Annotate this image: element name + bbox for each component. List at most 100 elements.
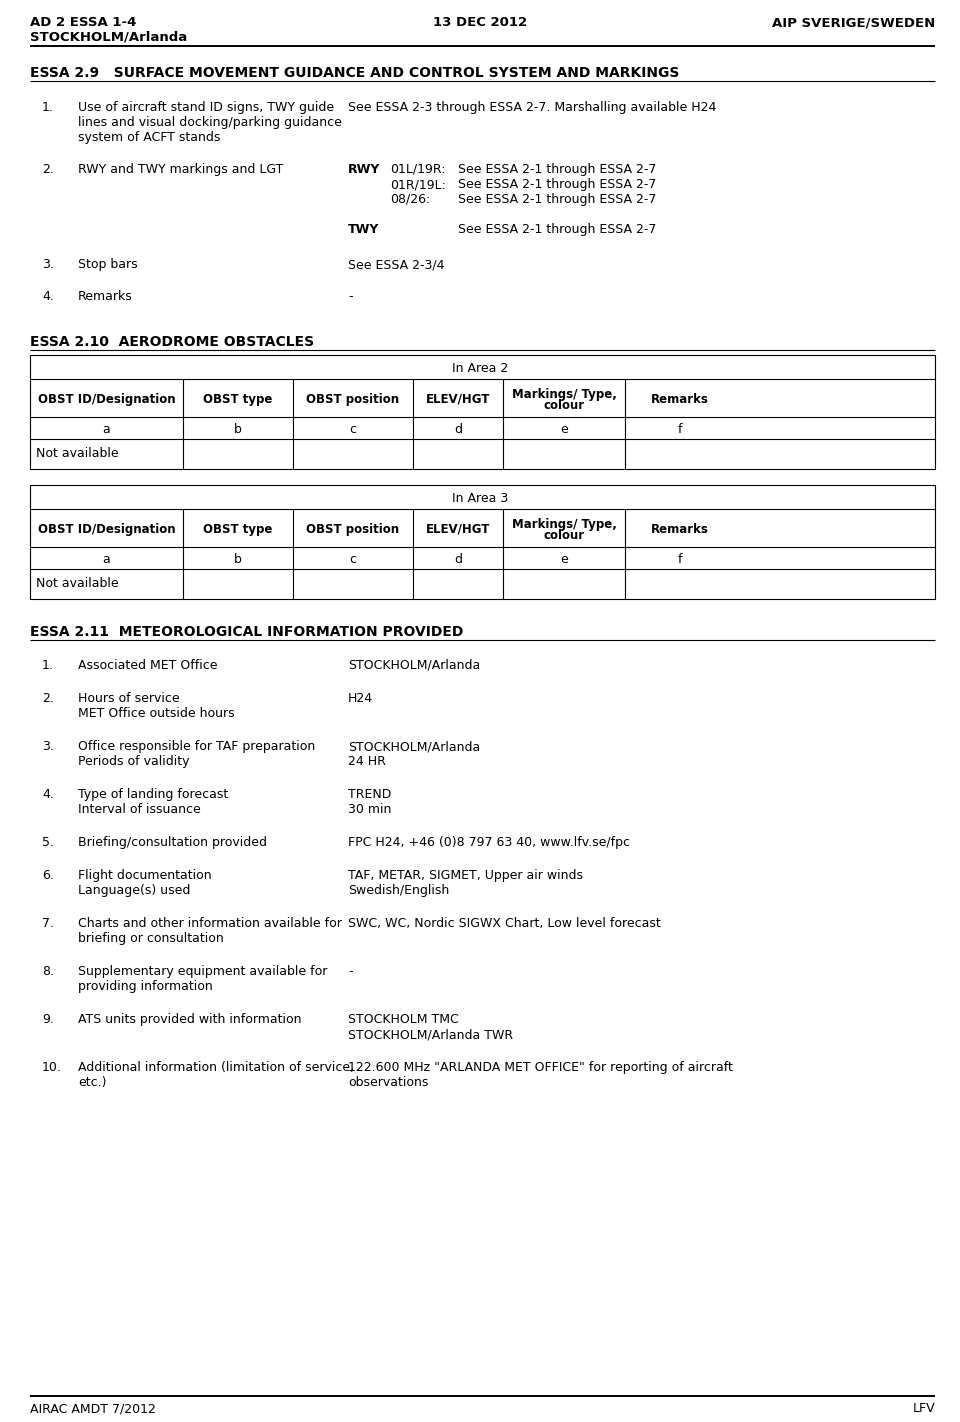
Text: Hours of service: Hours of service [78, 693, 180, 705]
Text: OBST ID/Designation: OBST ID/Designation [37, 392, 176, 407]
Text: 5.: 5. [42, 836, 54, 849]
Text: system of ACFT stands: system of ACFT stands [78, 131, 221, 144]
Text: Charts and other information available for: Charts and other information available f… [78, 917, 342, 930]
Text: f: f [678, 553, 683, 566]
Text: OBST position: OBST position [306, 392, 399, 407]
Text: TAF, METAR, SIGMET, Upper air winds: TAF, METAR, SIGMET, Upper air winds [348, 869, 583, 882]
Text: 24 HR: 24 HR [348, 755, 386, 768]
Text: Type of landing forecast: Type of landing forecast [78, 788, 228, 801]
Text: Stop bars: Stop bars [78, 257, 137, 272]
Text: OBST type: OBST type [204, 392, 273, 407]
Text: Language(s) used: Language(s) used [78, 884, 190, 897]
Text: e: e [560, 553, 568, 566]
Text: -: - [348, 290, 352, 303]
Text: Use of aircraft stand ID signs, TWY guide: Use of aircraft stand ID signs, TWY guid… [78, 101, 334, 114]
Text: 3.: 3. [42, 257, 54, 272]
Text: H24: H24 [348, 693, 373, 705]
Text: 01L/19R:: 01L/19R: [390, 164, 445, 176]
Text: briefing or consultation: briefing or consultation [78, 931, 224, 946]
Text: colour: colour [543, 400, 585, 412]
Text: See ESSA 2-1 through ESSA 2-7: See ESSA 2-1 through ESSA 2-7 [458, 178, 657, 191]
Text: MET Office outside hours: MET Office outside hours [78, 707, 234, 720]
Text: Interval of issuance: Interval of issuance [78, 803, 201, 816]
Text: STOCKHOLM TMC: STOCKHOLM TMC [348, 1012, 459, 1027]
Text: e: e [560, 422, 568, 437]
Text: ELEV/HGT: ELEV/HGT [426, 392, 491, 407]
Text: a: a [103, 422, 110, 437]
Text: -: - [348, 966, 352, 978]
Text: FPC H24, +46 (0)8 797 63 40, www.lfv.se/fpc: FPC H24, +46 (0)8 797 63 40, www.lfv.se/… [348, 836, 630, 849]
Text: 9.: 9. [42, 1012, 54, 1027]
Text: colour: colour [543, 529, 585, 542]
Text: etc.): etc.) [78, 1076, 107, 1089]
Text: d: d [454, 422, 462, 437]
Text: 1.: 1. [42, 658, 54, 673]
Text: TWY: TWY [348, 223, 379, 236]
Text: RWY: RWY [348, 164, 380, 176]
Text: 122.600 MHz "ARLANDA MET OFFICE" for reporting of aircraft: 122.600 MHz "ARLANDA MET OFFICE" for rep… [348, 1061, 732, 1074]
Text: LFV: LFV [912, 1402, 935, 1415]
Text: c: c [349, 553, 356, 566]
Text: Markings/ Type,: Markings/ Type, [512, 388, 616, 401]
Text: ESSA 2.10  AERODROME OBSTACLES: ESSA 2.10 AERODROME OBSTACLES [30, 336, 314, 348]
Text: f: f [678, 422, 683, 437]
Text: See ESSA 2-1 through ESSA 2-7: See ESSA 2-1 through ESSA 2-7 [458, 193, 657, 206]
Text: TREND: TREND [348, 788, 392, 801]
Text: OBST ID/Designation: OBST ID/Designation [37, 523, 176, 536]
Text: See ESSA 2-3 through ESSA 2-7. Marshalling available H24: See ESSA 2-3 through ESSA 2-7. Marshalli… [348, 101, 716, 114]
Text: Flight documentation: Flight documentation [78, 869, 211, 882]
Text: 10.: 10. [42, 1061, 61, 1074]
Text: 7.: 7. [42, 917, 54, 930]
Text: ELEV/HGT: ELEV/HGT [426, 523, 491, 536]
Text: OBST type: OBST type [204, 523, 273, 536]
Text: 4.: 4. [42, 290, 54, 303]
Text: 4.: 4. [42, 788, 54, 801]
Text: 8.: 8. [42, 966, 54, 978]
Text: 30 min: 30 min [348, 803, 392, 816]
Text: See ESSA 2-1 through ESSA 2-7: See ESSA 2-1 through ESSA 2-7 [458, 164, 657, 176]
Text: Not available: Not available [36, 577, 119, 590]
Text: 6.: 6. [42, 869, 54, 882]
Text: See ESSA 2-1 through ESSA 2-7: See ESSA 2-1 through ESSA 2-7 [458, 223, 657, 236]
Text: 01R/19L:: 01R/19L: [390, 178, 445, 191]
Text: lines and visual docking/parking guidance: lines and visual docking/parking guidanc… [78, 117, 342, 129]
Text: 2.: 2. [42, 693, 54, 705]
Text: OBST position: OBST position [306, 523, 399, 536]
Text: c: c [349, 422, 356, 437]
Text: 3.: 3. [42, 739, 54, 754]
Text: STOCKHOLM/Arlanda: STOCKHOLM/Arlanda [348, 739, 480, 754]
Text: Remarks: Remarks [651, 392, 708, 407]
Text: Office responsible for TAF preparation: Office responsible for TAF preparation [78, 739, 315, 754]
Text: STOCKHOLM/Arlanda: STOCKHOLM/Arlanda [348, 658, 480, 673]
Text: Remarks: Remarks [78, 290, 132, 303]
Text: AD 2 ESSA 1-4: AD 2 ESSA 1-4 [30, 16, 136, 28]
Text: RWY and TWY markings and LGT: RWY and TWY markings and LGT [78, 164, 283, 176]
Text: a: a [103, 553, 110, 566]
Text: AIRAC AMDT 7/2012: AIRAC AMDT 7/2012 [30, 1402, 156, 1415]
Text: Remarks: Remarks [651, 523, 708, 536]
Text: b: b [234, 422, 242, 437]
Bar [30, 485, 935, 599]
Text: d: d [454, 553, 462, 566]
Text: ESSA 2.9   SURFACE MOVEMENT GUIDANCE AND CONTROL SYSTEM AND MARKINGS: ESSA 2.9 SURFACE MOVEMENT GUIDANCE AND C… [30, 65, 680, 80]
Text: observations: observations [348, 1076, 428, 1089]
Text: SWC, WC, Nordic SIGWX Chart, Low level forecast: SWC, WC, Nordic SIGWX Chart, Low level f… [348, 917, 660, 930]
Text: 13 DEC 2012: 13 DEC 2012 [433, 16, 527, 28]
Text: 1.: 1. [42, 101, 54, 114]
Text: Associated MET Office: Associated MET Office [78, 658, 218, 673]
Text: AIP SVERIGE/SWEDEN: AIP SVERIGE/SWEDEN [772, 16, 935, 28]
Text: Briefing/consultation provided: Briefing/consultation provided [78, 836, 267, 849]
Text: STOCKHOLM/Arlanda TWR: STOCKHOLM/Arlanda TWR [348, 1028, 514, 1041]
Text: providing information: providing information [78, 980, 213, 993]
Text: 08/26:: 08/26: [390, 193, 430, 206]
Text: Swedish/English: Swedish/English [348, 884, 449, 897]
Text: Markings/ Type,: Markings/ Type, [512, 518, 616, 530]
Text: Not available: Not available [36, 447, 119, 459]
Bar [30, 356, 935, 469]
Text: See ESSA 2-3/4: See ESSA 2-3/4 [348, 257, 444, 272]
Text: STOCKHOLM/Arlanda: STOCKHOLM/Arlanda [30, 30, 187, 43]
Text: Supplementary equipment available for: Supplementary equipment available for [78, 966, 327, 978]
Text: 2.: 2. [42, 164, 54, 176]
Text: Periods of validity: Periods of validity [78, 755, 189, 768]
Text: In Area 2: In Area 2 [452, 363, 508, 375]
